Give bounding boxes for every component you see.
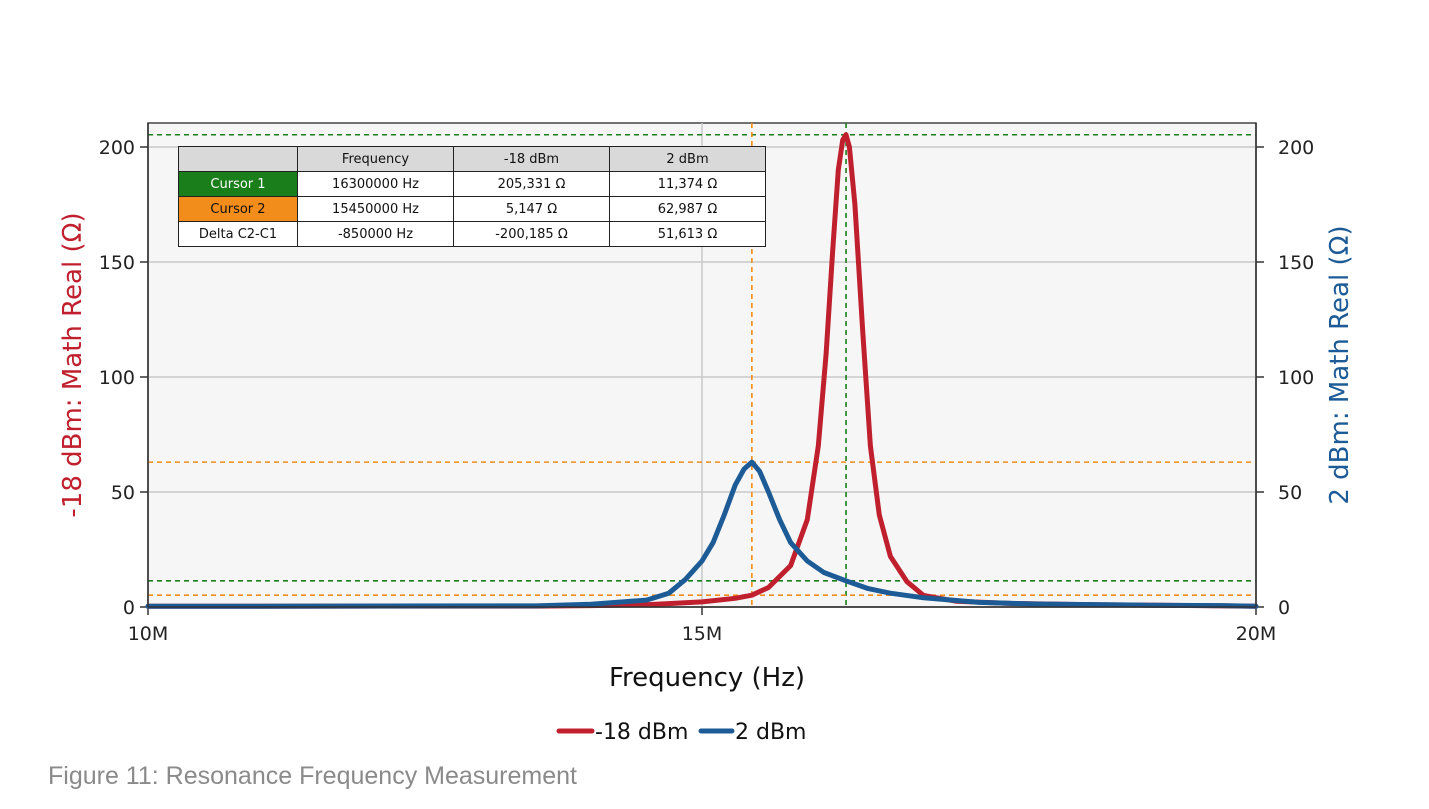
cursor-2-label: Cursor 2 [178,196,298,222]
y-axis-left-title: -18 dBm: Math Real (Ω) [58,212,88,517]
series-line-2 [145,459,1259,609]
y-tick-label-right: 150 [1278,252,1314,274]
y-tick-label-left: 0 [123,597,135,619]
cursor-table-cell: 62,987 Ω [609,196,766,222]
x-axis-title: Frequency (Hz) [609,663,805,693]
y-tick-label-left: 100 [99,367,135,389]
cursor-table-cell: 16300000 Hz [297,171,454,197]
y-axis-right-title: 2 dBm: Math Real (Ω) [1325,225,1355,504]
cursor-table-row: Delta C2-C1 -850000 Hz -200,185 Ω 51,613… [178,221,766,247]
tick-labels: 0 0 50 50 100 100 150 150 200 200 10M 15M 20M [99,137,1315,645]
x-tick-label: 20M [1236,623,1277,645]
cursor-table-header-cell: 2 dBm [609,146,766,172]
y-tick-label-left: 200 [99,137,135,159]
y-tick-label-left: 50 [111,482,135,504]
cursor-table-row: Cursor 1 16300000 Hz 205,331 Ω 11,374 Ω [178,171,766,197]
x-tick-label: 15M [682,623,723,645]
delta-label: Delta C2-C1 [178,221,298,247]
cursor-table-row: Cursor 2 15450000 Hz 5,147 Ω 62,987 Ω [178,196,766,222]
cursor-table-header-cell: -18 dBm [453,146,610,172]
x-tick-label: 10M [128,623,169,645]
cursor-table-cell: 205,331 Ω [453,171,610,197]
cursor-table-cell: 5,147 Ω [453,196,610,222]
y-tick-label-right: 100 [1278,367,1314,389]
cursor-table-header-cell [178,146,298,172]
cursor-table-cell: -200,185 Ω [453,221,610,247]
cursor-table: Frequency -18 dBm 2 dBm Cursor 1 1630000… [178,146,766,247]
y-tick-label-right: 200 [1278,137,1314,159]
legend: -18 dBm 2 dBm [556,720,806,745]
cursor-table-cell: 11,374 Ω [609,171,766,197]
y-tick-label-right: 0 [1278,597,1290,619]
series-lines [145,132,1259,609]
y-tick-label-right: 50 [1278,482,1302,504]
cursor-lines [148,123,1256,607]
legend-label-series-2: 2 dBm [735,720,806,745]
figure-caption: Figure 11: Resonance Frequency Measureme… [48,762,577,790]
y-tick-label-left: 150 [99,252,135,274]
cursor-table-cell: 51,613 Ω [609,221,766,247]
cursor-table-cell: 15450000 Hz [297,196,454,222]
cursor-table-header-cell: Frequency [297,146,454,172]
cursor-table-cell: -850000 Hz [297,221,454,247]
cursor-1-label: Cursor 1 [178,171,298,197]
legend-label-series-1: -18 dBm [595,720,688,745]
cursor-table-header: Frequency -18 dBm 2 dBm [178,146,766,172]
